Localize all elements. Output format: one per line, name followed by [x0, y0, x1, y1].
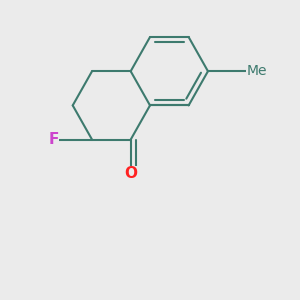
Text: F: F [48, 132, 59, 147]
Text: O: O [124, 166, 137, 181]
Text: Me: Me [247, 64, 267, 78]
